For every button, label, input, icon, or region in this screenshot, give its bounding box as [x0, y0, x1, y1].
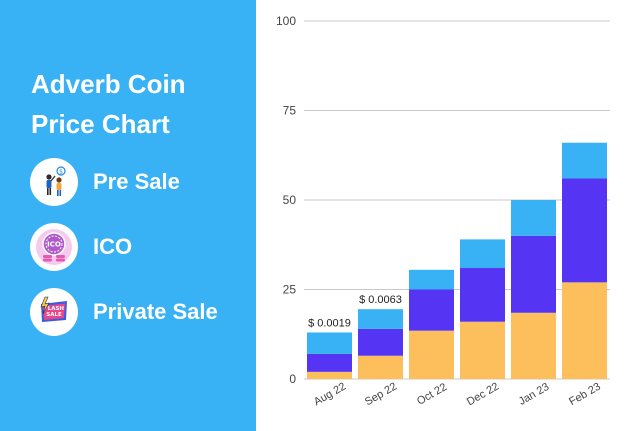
x-tick-label: Oct 22	[415, 381, 449, 408]
chart-title: Adverb Coin Price Chart	[31, 69, 186, 139]
bar-segment	[307, 353, 352, 372]
legend-item-private-sale: FLASH SALE Private Sale	[30, 288, 218, 336]
x-tick-label: Feb 23	[567, 381, 603, 409]
y-tick-label: 100	[276, 14, 296, 28]
y-tick-label: 0	[289, 372, 296, 386]
bar-segment	[562, 282, 607, 379]
bar-segment	[562, 142, 607, 179]
legend-label-pre-sale: Pre Sale	[93, 169, 180, 194]
stacked-bar-chart: 0 25 50 75 100 $ 0.0019 Aug 22 $ 0.0063 Sep 22 Oc…	[276, 14, 610, 409]
svg-text:$: $	[59, 169, 63, 176]
legend-item-pre-sale: $ Pre Sale	[30, 158, 180, 206]
legend-label-private-sale: Private Sale	[93, 299, 218, 324]
bar-segment	[409, 269, 454, 290]
bar-segment	[358, 309, 403, 329]
bar-segment	[409, 289, 454, 331]
bar-segment	[307, 371, 352, 379]
y-tick-label: 25	[283, 283, 297, 297]
flash-sale-icon: FLASH SALE	[30, 288, 78, 336]
bar-segment	[460, 239, 505, 269]
y-tick-label: 50	[283, 193, 297, 207]
svg-text:ICO: ICO	[47, 241, 61, 249]
x-tick-label: Dec 22	[465, 380, 501, 408]
svg-text:SALE: SALE	[46, 312, 62, 318]
x-tick-label: Aug 22	[312, 380, 348, 408]
y-tick-label: 75	[283, 104, 297, 118]
legend-item-ico: ICO ICO	[30, 223, 132, 271]
bar-segment	[358, 355, 403, 379]
ico-coins-icon: ICO	[30, 223, 78, 271]
svg-text:FLASH: FLASH	[44, 306, 64, 312]
bar-segment	[511, 200, 556, 236]
bar-segment	[511, 235, 556, 313]
legend-label-ico: ICO	[93, 234, 133, 259]
bar-segment	[562, 178, 607, 283]
people-presale-icon: $	[30, 158, 78, 206]
left-panel: Adverb Coin Price Chart $ Pre Sale	[0, 0, 256, 431]
bar-segment	[409, 330, 454, 379]
bar-segment	[460, 268, 505, 322]
data-label: $ 0.0063	[359, 294, 402, 306]
data-label: $ 0.0019	[308, 317, 351, 329]
bar-segment	[358, 328, 403, 356]
x-tick-label: Jan 23	[517, 381, 552, 408]
x-tick-label: Sep 22	[363, 380, 399, 408]
bar-segment	[511, 312, 556, 379]
bar-segment	[460, 321, 505, 379]
bar-segment	[307, 332, 352, 354]
